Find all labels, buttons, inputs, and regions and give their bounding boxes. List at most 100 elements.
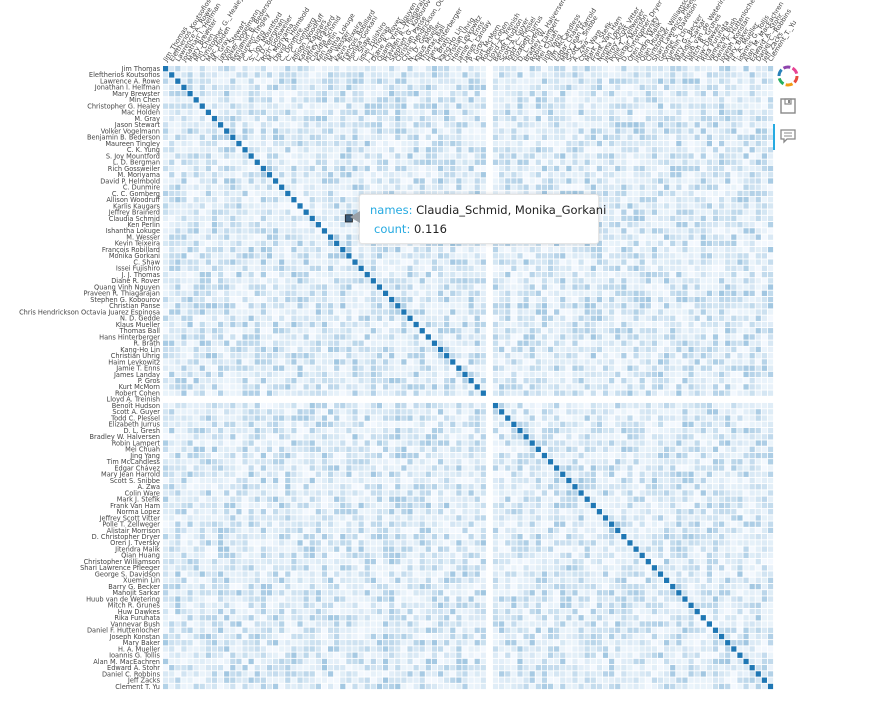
heatmap-cell[interactable] bbox=[474, 303, 480, 309]
heatmap-cell[interactable] bbox=[602, 271, 609, 278]
heatmap-cell[interactable] bbox=[279, 190, 285, 197]
heatmap-cell[interactable] bbox=[670, 290, 676, 296]
heatmap-cell[interactable] bbox=[712, 197, 719, 203]
heatmap-cell[interactable] bbox=[364, 315, 370, 321]
heatmap-cell[interactable] bbox=[193, 103, 199, 109]
heatmap-cell[interactable] bbox=[254, 103, 260, 109]
heatmap-cell[interactable] bbox=[346, 165, 352, 172]
heatmap-cell[interactable] bbox=[407, 159, 413, 165]
heatmap-cell[interactable] bbox=[694, 78, 700, 84]
heatmap-cell[interactable] bbox=[248, 321, 254, 328]
heatmap-cell[interactable] bbox=[175, 290, 181, 296]
heatmap-cell[interactable] bbox=[670, 296, 676, 303]
heatmap-cell[interactable] bbox=[401, 128, 407, 134]
heatmap-cell[interactable] bbox=[382, 303, 389, 309]
heatmap-cell[interactable] bbox=[664, 246, 670, 253]
heatmap-cell[interactable] bbox=[627, 122, 633, 128]
heatmap-cell[interactable] bbox=[700, 190, 706, 197]
heatmap-cell[interactable] bbox=[767, 315, 774, 321]
heatmap-cell[interactable] bbox=[242, 303, 248, 309]
heatmap-cell[interactable] bbox=[407, 253, 413, 259]
heatmap-cell[interactable] bbox=[474, 178, 480, 184]
heatmap-cell[interactable] bbox=[205, 115, 211, 122]
heatmap-cell[interactable] bbox=[645, 140, 651, 147]
heatmap-cell[interactable] bbox=[572, 321, 578, 328]
heatmap-cell[interactable] bbox=[346, 147, 352, 153]
heatmap-cell[interactable] bbox=[407, 78, 413, 84]
heatmap-cell[interactable] bbox=[694, 321, 700, 328]
heatmap-cell[interactable] bbox=[596, 353, 603, 359]
heatmap-cell[interactable] bbox=[315, 228, 321, 234]
heatmap-cell[interactable] bbox=[193, 253, 199, 259]
heatmap-cell[interactable] bbox=[224, 309, 230, 315]
heatmap-cell[interactable] bbox=[254, 334, 260, 340]
heatmap-cell[interactable] bbox=[499, 97, 505, 103]
heatmap-cell[interactable] bbox=[505, 334, 511, 340]
heatmap-cell[interactable] bbox=[462, 271, 468, 278]
heatmap-cell[interactable] bbox=[370, 296, 376, 303]
heatmap-cell[interactable] bbox=[266, 303, 273, 309]
heatmap-cell[interactable] bbox=[456, 284, 462, 290]
heatmap-cell[interactable] bbox=[761, 159, 767, 165]
heatmap-cell[interactable] bbox=[688, 359, 694, 365]
heatmap-cell[interactable] bbox=[407, 378, 413, 384]
heatmap-cell[interactable] bbox=[364, 340, 370, 346]
heatmap-cell[interactable] bbox=[444, 365, 450, 371]
heatmap-cell[interactable] bbox=[517, 371, 523, 378]
heatmap-cell[interactable] bbox=[694, 178, 700, 184]
heatmap-cell[interactable] bbox=[767, 296, 774, 303]
heatmap-cell[interactable] bbox=[615, 97, 621, 103]
heatmap-cell[interactable] bbox=[370, 365, 376, 371]
heatmap-cell[interactable] bbox=[609, 215, 615, 222]
heatmap-cell[interactable] bbox=[621, 340, 627, 346]
heatmap-cell[interactable] bbox=[511, 109, 517, 116]
heatmap-cell[interactable] bbox=[743, 246, 749, 253]
heatmap-cell[interactable] bbox=[566, 271, 572, 278]
heatmap-cell[interactable] bbox=[199, 140, 205, 147]
heatmap-cell[interactable] bbox=[706, 321, 712, 328]
heatmap-cell[interactable] bbox=[425, 303, 431, 309]
heatmap-cell[interactable] bbox=[474, 346, 480, 353]
heatmap-cell[interactable] bbox=[767, 203, 774, 209]
heatmap-cell[interactable] bbox=[456, 246, 462, 253]
heatmap-cell[interactable] bbox=[749, 90, 755, 97]
heatmap-cell[interactable] bbox=[719, 97, 725, 103]
heatmap-cell[interactable] bbox=[327, 340, 334, 346]
heatmap-cell[interactable] bbox=[285, 296, 291, 303]
heatmap-cell[interactable] bbox=[236, 309, 242, 315]
heatmap-cell[interactable] bbox=[242, 284, 248, 290]
heatmap-cell[interactable] bbox=[676, 109, 682, 116]
heatmap-cell[interactable] bbox=[285, 253, 291, 259]
heatmap-cell[interactable] bbox=[688, 365, 694, 371]
heatmap-cell[interactable] bbox=[321, 253, 328, 259]
heatmap-cell[interactable] bbox=[260, 197, 266, 203]
heatmap-cell[interactable] bbox=[511, 278, 517, 284]
heatmap-cell[interactable] bbox=[731, 321, 737, 328]
heatmap-cell[interactable] bbox=[327, 190, 334, 197]
heatmap-cell[interactable] bbox=[260, 172, 266, 178]
heatmap-cell[interactable] bbox=[639, 222, 645, 228]
heatmap-cell[interactable] bbox=[364, 72, 370, 78]
heatmap-cell[interactable] bbox=[279, 209, 285, 215]
heatmap-cell[interactable] bbox=[425, 309, 431, 315]
heatmap-cell[interactable] bbox=[456, 315, 462, 321]
heatmap-cell[interactable] bbox=[682, 103, 688, 109]
heatmap-cell[interactable] bbox=[712, 259, 719, 265]
heatmap-cell[interactable] bbox=[444, 84, 450, 91]
heatmap-cell[interactable] bbox=[535, 172, 541, 178]
heatmap-cell[interactable] bbox=[505, 190, 511, 197]
heatmap-cell[interactable] bbox=[621, 228, 627, 234]
heatmap-cell[interactable] bbox=[676, 309, 682, 315]
heatmap-cell[interactable] bbox=[407, 184, 413, 190]
heatmap-cell[interactable] bbox=[627, 115, 633, 122]
heatmap-cell[interactable] bbox=[346, 315, 352, 321]
heatmap-cell[interactable] bbox=[651, 253, 658, 259]
heatmap-cell[interactable] bbox=[175, 328, 181, 334]
heatmap-cell[interactable] bbox=[602, 359, 609, 365]
heatmap-cell[interactable] bbox=[719, 359, 725, 365]
heatmap-cell[interactable] bbox=[657, 296, 664, 303]
heatmap-cell[interactable] bbox=[767, 109, 774, 116]
heatmap-cell[interactable] bbox=[474, 172, 480, 178]
heatmap-cell[interactable] bbox=[547, 190, 554, 197]
heatmap-cell[interactable] bbox=[609, 246, 615, 253]
